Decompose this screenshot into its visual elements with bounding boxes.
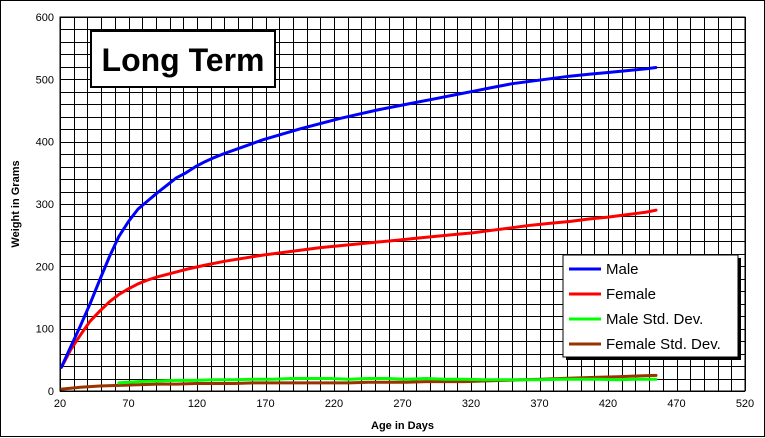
x-tick-label: 20 bbox=[54, 398, 66, 410]
y-tick-label: 200 bbox=[36, 261, 54, 273]
x-tick-label: 220 bbox=[325, 398, 343, 410]
y-tick-label: 600 bbox=[36, 12, 54, 24]
x-tick-label: 420 bbox=[599, 398, 617, 410]
x-tick-label: 470 bbox=[667, 398, 685, 410]
y-tick-label: 300 bbox=[36, 199, 54, 211]
legend: Male Female Male Std. Dev. Female Std. Dev. bbox=[562, 254, 741, 360]
x-tick-label: 320 bbox=[462, 398, 480, 410]
series-lines bbox=[59, 66, 658, 391]
x-tick-label: 70 bbox=[122, 398, 134, 410]
series-line-male-std-dev bbox=[117, 377, 658, 385]
x-tick-label: 270 bbox=[393, 398, 411, 410]
y-tick-label: 400 bbox=[36, 137, 54, 149]
x-tick-label: 120 bbox=[188, 398, 206, 410]
chart-title: Long Term bbox=[102, 42, 265, 78]
legend-label: Female bbox=[606, 286, 656, 303]
x-tick-label: 520 bbox=[736, 398, 754, 410]
x-tick-label: 370 bbox=[530, 398, 548, 410]
y-axis-title: Weight in Grams bbox=[10, 160, 22, 247]
tick-labels: 20 70 120 170 220 270 320 370 420 470 520 0 100 200 30… bbox=[36, 12, 755, 410]
chart-title-box: Long Term bbox=[90, 30, 276, 88]
plot-border bbox=[59, 16, 746, 392]
y-tick-label: 500 bbox=[36, 74, 54, 86]
legend-label: Male bbox=[606, 261, 639, 278]
y-tick-label: 0 bbox=[48, 386, 54, 398]
legend-label: Female Std. Dev. bbox=[606, 336, 721, 353]
series-line-male bbox=[59, 66, 658, 369]
x-axis-title: Age in Days bbox=[371, 420, 434, 432]
x-tick-label: 170 bbox=[256, 398, 274, 410]
series-line-female bbox=[59, 208, 658, 369]
y-tick-label: 100 bbox=[36, 324, 54, 336]
legend-label: Male Std. Dev. bbox=[606, 311, 703, 328]
